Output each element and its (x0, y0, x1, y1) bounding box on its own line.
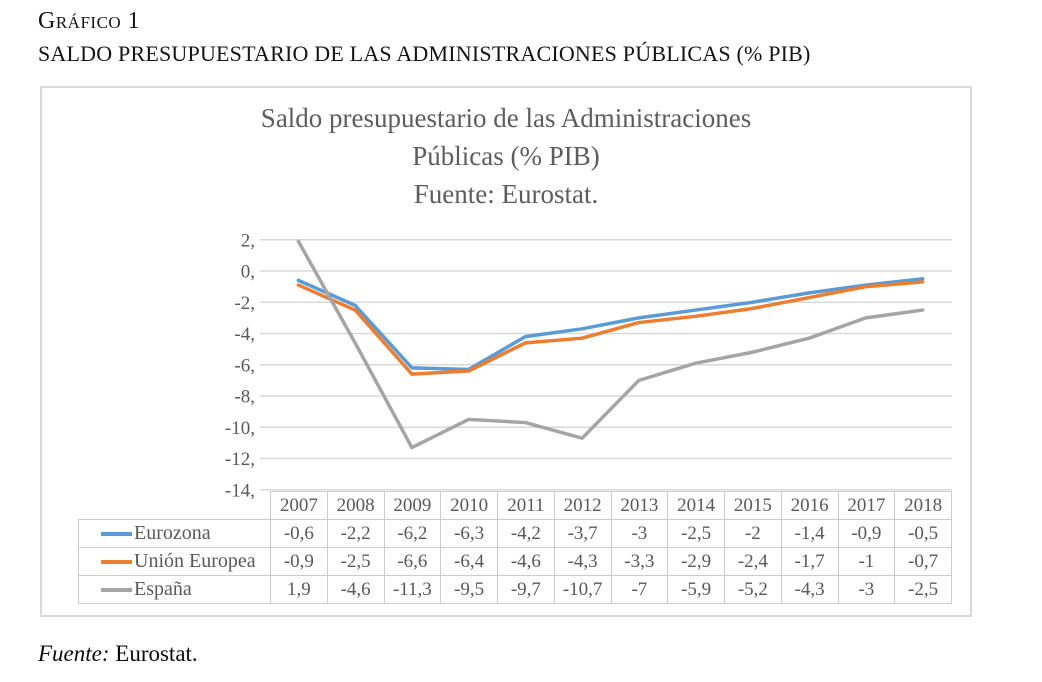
y-axis-tick-label: -8, (234, 387, 255, 408)
year-header-cell: 2014 (667, 491, 725, 520)
table-row: España 1,9 -4,6 -11,3 -9,5 -9,7 -10,7 -7 -5,9 -5,… (78, 575, 952, 604)
value-cell: -4,6 (497, 547, 555, 576)
value-cell: -2,5 (667, 519, 725, 548)
table-header-row: 2007 2008 2009 2010 2011 2012 2013 2014 2015 2016… (79, 491, 952, 520)
year-header-cell: 2018 (894, 491, 952, 520)
value-cell: -1,4 (780, 519, 839, 548)
value-cell: -0,5 (894, 519, 952, 548)
value-cell: -6,6 (383, 547, 442, 576)
legend-cell: Unión Europea (78, 547, 271, 576)
value-cell: -6,2 (383, 519, 442, 548)
value-cell: -0,9 (270, 547, 328, 576)
value-cell: -3 (610, 519, 669, 548)
value-cell: -2,5 (326, 547, 385, 576)
y-axis-tick-label: -14, (225, 480, 255, 501)
year-header-cell: 2011 (497, 491, 555, 520)
y-axis-tick-label: -6, (234, 355, 255, 376)
gridlines (260, 239, 952, 491)
value-cell: -2,9 (667, 547, 725, 576)
chart-title: Saldo presupuestario de las Administraci… (42, 99, 970, 213)
table-row: Eurozona -0,6 -2,2 -6,2 -6,3 -4,2 -3,7 -3 -2,5 -2… (78, 519, 952, 548)
value-cell: 1,9 (270, 575, 328, 604)
year-header-cell: 2012 (553, 491, 612, 520)
chart-frame: Saldo presupuestario de las Administraci… (40, 86, 972, 617)
year-header-cell: 2017 (837, 491, 896, 520)
y-axis-tick-label: -4, (234, 324, 255, 345)
chart-title-line-2: Públicas (% PIB) (412, 141, 600, 171)
value-cell: -6,4 (440, 547, 498, 576)
year-header-cell: 2016 (780, 491, 839, 520)
legend-swatch-icon (101, 531, 132, 536)
value-cell: -2,4 (724, 547, 782, 576)
source-note: Fuente: Eurostat. (38, 641, 198, 667)
y-axis-tick-label: -10, (225, 418, 255, 439)
chart-title-line-1: Saldo presupuestario de las Administraci… (260, 103, 752, 133)
series-line-eurozona (296, 277, 925, 372)
y-axis-tick-label: -12, (225, 449, 255, 470)
value-cell: -4,3 (553, 547, 612, 576)
year-header-cell: 2009 (383, 491, 442, 520)
chart-title-line-3: Fuente: Eurostat. (413, 179, 599, 209)
value-cell: -4,2 (497, 519, 555, 548)
value-cell: -1 (837, 547, 896, 576)
value-cell: -10,7 (553, 575, 612, 604)
source-text: Eurostat. (115, 641, 198, 666)
y-axis-tick-label: 2, (241, 230, 255, 251)
value-cell: -1,7 (780, 547, 839, 576)
series-line-uni-n-europea (296, 280, 925, 376)
legend-label: España (134, 578, 192, 600)
y-axis-tick-label: 0, (241, 262, 255, 283)
y-axis-tick-label: -2, (234, 293, 255, 314)
value-cell: -3,3 (610, 547, 669, 576)
value-cell: -11,3 (383, 575, 442, 604)
value-cell: -4,3 (780, 575, 839, 604)
value-cell: -4,6 (326, 575, 385, 604)
legend-cell: España (78, 575, 271, 604)
year-header-cell: 2010 (440, 491, 498, 520)
value-cell: -2,5 (894, 575, 952, 604)
year-header-cell: 2008 (326, 491, 385, 520)
value-cell: -0,9 (837, 519, 896, 548)
legend-cell: Eurozona (78, 519, 271, 548)
value-cell: -6,3 (440, 519, 498, 548)
document-heading: SALDO PRESUPUESTARIO DE LAS ADMINISTRACI… (38, 41, 811, 66)
series-lines (296, 239, 925, 450)
value-cell: -7 (610, 575, 669, 604)
value-cell: -3,7 (553, 519, 612, 548)
value-cell: -2,2 (326, 519, 385, 548)
legend-label: Unión Europea (134, 550, 256, 572)
document-kicker: Gráfico 1 (38, 8, 141, 34)
legend-label: Eurozona (134, 522, 211, 544)
year-header-cell: 2015 (724, 491, 782, 520)
value-cell: -3 (837, 575, 896, 604)
value-cell: -5,9 (667, 575, 725, 604)
value-cell: -0,7 (894, 547, 952, 576)
y-axis-tick-labels: 2, 0, -2, -4, -6, -8, -10, -12, -14, (225, 230, 255, 501)
value-cell: -9,5 (440, 575, 498, 604)
year-header-cell: 2007 (270, 491, 328, 520)
value-cell: -5,2 (724, 575, 782, 604)
value-cell: -2 (724, 519, 782, 548)
series-line-espa-a (296, 239, 925, 450)
value-cell: -0,6 (270, 519, 328, 548)
table-row: Unión Europea -0,9 -2,5 -6,6 -6,4 -4,6 -4,3 -3,… (78, 547, 952, 576)
source-label: Fuente: (38, 641, 110, 666)
legend-swatch-icon (101, 587, 132, 592)
year-header-cell: 2013 (610, 491, 669, 520)
table-corner-cell (79, 492, 271, 520)
value-cell: -9,7 (497, 575, 555, 604)
plot-svg: 2, 0, -2, -4, -6, -8, -10, -12, -14, (225, 230, 952, 501)
data-table: 2007 2008 2009 2010 2011 2012 2013 2014 2015 2016… (78, 491, 952, 604)
legend-swatch-icon (101, 559, 132, 564)
